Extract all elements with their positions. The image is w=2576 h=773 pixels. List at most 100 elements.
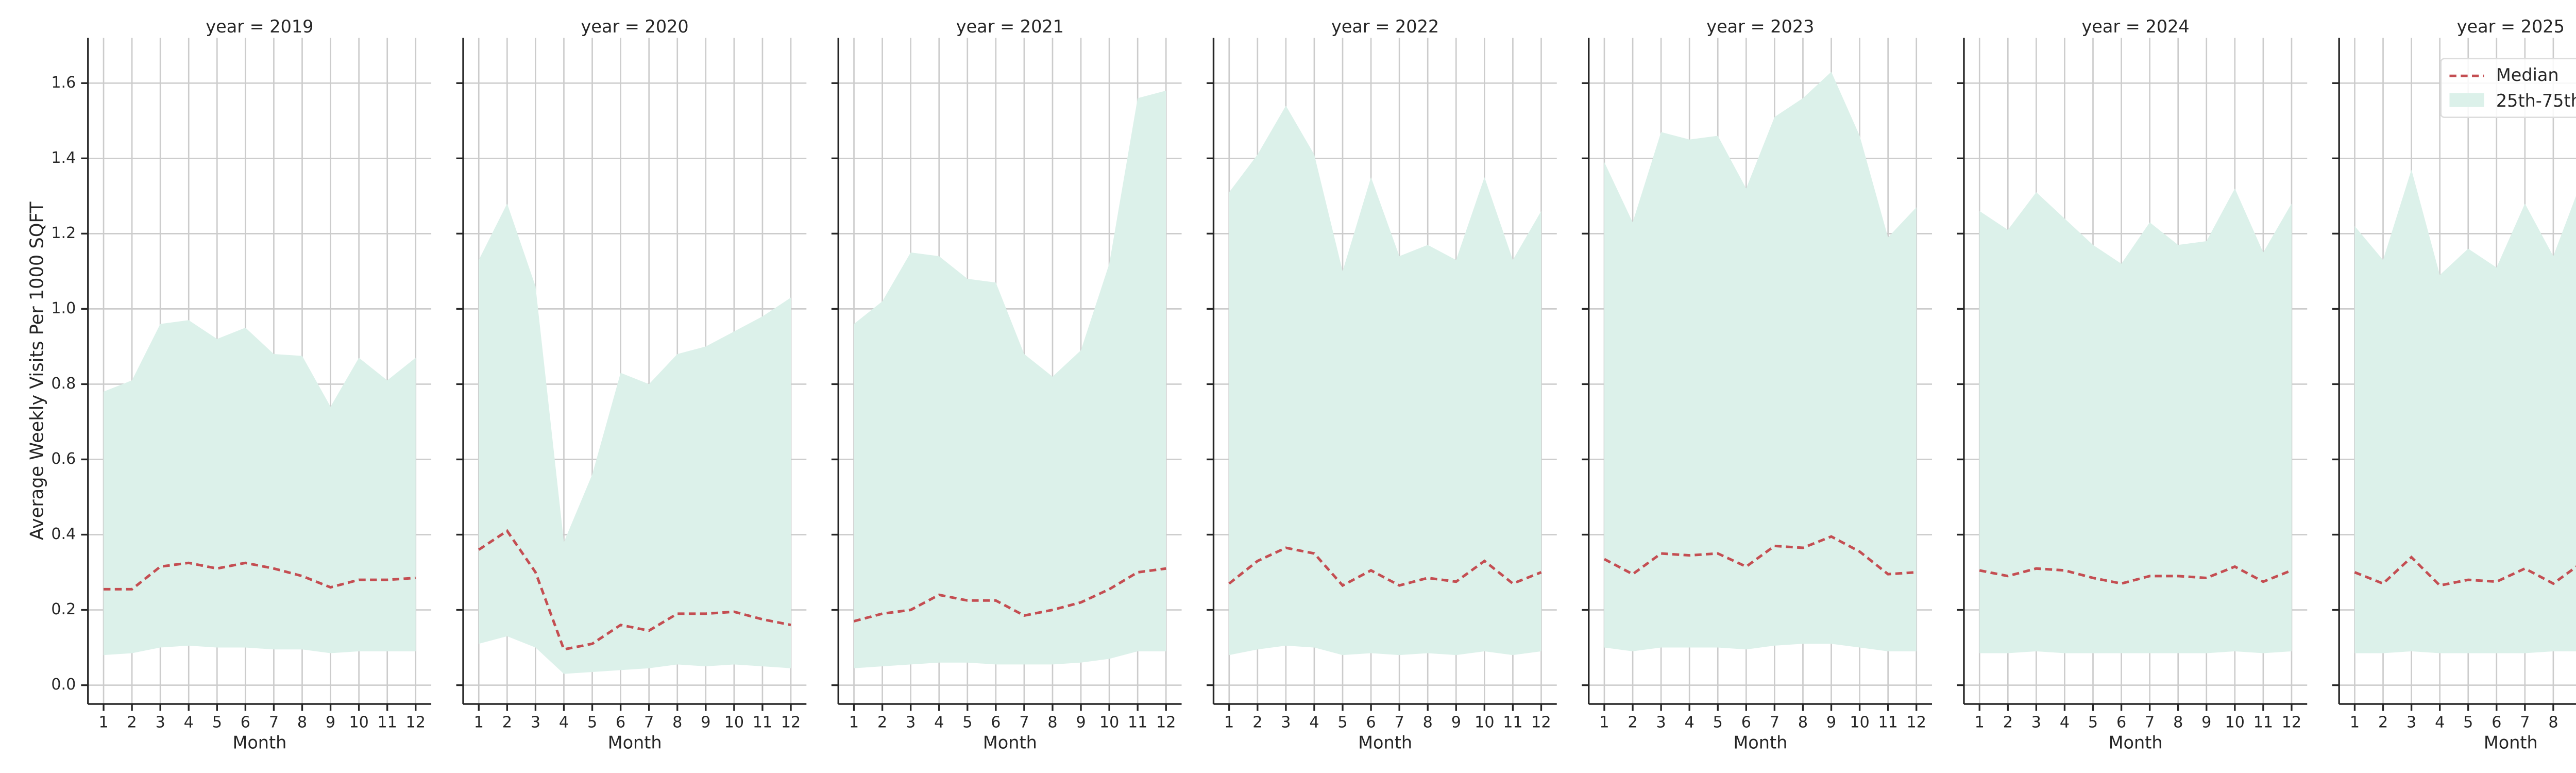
- panel-title: year = 2020: [581, 16, 689, 37]
- percentile-band: [104, 320, 416, 656]
- x-tick-label: 7: [2520, 713, 2530, 731]
- x-tick-label: 4: [559, 713, 569, 731]
- x-axis-label: Month: [1733, 733, 1787, 753]
- x-tick-label: 5: [212, 713, 222, 731]
- x-tick-label: 11: [2253, 713, 2273, 731]
- x-tick-label: 6: [2492, 713, 2501, 731]
- x-tick-label: 4: [2060, 713, 2070, 731]
- x-tick-label: 7: [1395, 713, 1404, 731]
- x-tick-label: 3: [906, 713, 916, 731]
- x-tick-label: 10: [1099, 713, 1119, 731]
- panel-title: year = 2019: [206, 16, 313, 37]
- x-tick-label: 6: [1741, 713, 1751, 731]
- x-tick-label: 10: [724, 713, 744, 731]
- x-tick-label: 12: [1907, 713, 1926, 731]
- x-tick-label: 8: [1798, 713, 1808, 731]
- x-tick-label: 1: [849, 713, 859, 731]
- x-tick-label: 11: [1128, 713, 1147, 731]
- x-tick-label: 5: [1713, 713, 1723, 731]
- median-line: [853, 567, 1166, 623]
- x-tick-label: 7: [644, 713, 654, 731]
- legend-label: Median: [2496, 65, 2559, 85]
- x-tick-label: 6: [991, 713, 1001, 731]
- percentile-band: [479, 203, 791, 674]
- x-tick-label: 1: [98, 713, 108, 731]
- x-tick-label: 2: [502, 713, 512, 731]
- median-line: [1603, 535, 1917, 576]
- x-tick-label: 8: [2173, 713, 2183, 731]
- panel-title: year = 2022: [1331, 16, 1439, 37]
- x-tick-label: 5: [1337, 713, 1347, 731]
- x-tick-label: 9: [1826, 713, 1836, 731]
- x-tick-label: 10: [349, 713, 368, 731]
- percentile-band: [1979, 188, 2292, 653]
- x-tick-label: 1: [1975, 713, 1985, 731]
- x-tick-label: 4: [2435, 713, 2445, 731]
- x-tick-label: 9: [1076, 713, 1086, 731]
- x-tick-label: 3: [2406, 713, 2416, 731]
- x-tick-label: 5: [2088, 713, 2098, 731]
- x-tick-label: 9: [1451, 713, 1461, 731]
- x-tick-label: 3: [1281, 713, 1291, 731]
- x-tick-label: 7: [269, 713, 279, 731]
- x-tick-label: 11: [753, 713, 772, 731]
- x-tick-label: 2: [877, 713, 887, 731]
- y-tick-label: 0.2: [51, 600, 76, 618]
- median-line: [1979, 565, 2292, 585]
- x-tick-label: 4: [1685, 713, 1694, 731]
- x-tick-label: 10: [1850, 713, 1869, 731]
- x-tick-label: 5: [587, 713, 597, 731]
- x-tick-label: 4: [184, 713, 194, 731]
- x-tick-label: 10: [2225, 713, 2245, 731]
- x-tick-label: 7: [1019, 713, 1029, 731]
- y-tick-label: 1.0: [51, 299, 76, 317]
- x-tick-label: 6: [2116, 713, 2126, 731]
- percentile-band: [1229, 106, 1541, 656]
- x-tick-label: 8: [2548, 713, 2558, 731]
- x-tick-label: 10: [1475, 713, 1494, 731]
- x-tick-label: 11: [1503, 713, 1522, 731]
- x-tick-label: 12: [781, 713, 801, 731]
- x-axis-label: Month: [1358, 733, 1412, 753]
- x-tick-label: 2: [2003, 713, 2013, 731]
- x-tick-label: 9: [326, 713, 335, 731]
- x-tick-label: 7: [2145, 713, 2155, 731]
- y-tick-label: 1.4: [51, 149, 76, 167]
- x-tick-label: 3: [2031, 713, 2041, 731]
- x-axis-label: Month: [232, 733, 286, 753]
- x-tick-label: 3: [1656, 713, 1666, 731]
- y-tick-label: 0.8: [51, 375, 76, 393]
- x-axis-label: Month: [2484, 733, 2538, 753]
- x-tick-label: 3: [156, 713, 165, 731]
- panel-title: year = 2021: [956, 16, 1064, 37]
- x-tick-label: 11: [378, 713, 397, 731]
- y-tick-label: 1.2: [51, 224, 76, 242]
- percentile-band: [1604, 72, 1917, 651]
- x-tick-label: 12: [1531, 713, 1551, 731]
- x-tick-label: 2: [127, 713, 137, 731]
- x-tick-label: 3: [531, 713, 540, 731]
- x-tick-label: 12: [1156, 713, 1176, 731]
- panel-title: year = 2023: [1706, 16, 1814, 37]
- x-tick-label: 1: [1224, 713, 1234, 731]
- x-tick-label: 9: [2201, 713, 2211, 731]
- x-axis-label: Month: [983, 733, 1037, 753]
- percentile-band: [2354, 170, 2576, 653]
- y-axis-label: Average Weekly Visits Per 1000 SQFT: [27, 201, 48, 540]
- median-line: [478, 529, 791, 651]
- x-tick-label: 1: [474, 713, 484, 731]
- x-tick-label: 4: [1309, 713, 1319, 731]
- x-tick-label: 12: [406, 713, 426, 731]
- median-line: [1228, 546, 1542, 587]
- x-axis-label: Month: [608, 733, 662, 753]
- legend-swatch: [2449, 93, 2484, 107]
- x-tick-label: 11: [1878, 713, 1897, 731]
- x-tick-label: 2: [1252, 713, 1262, 731]
- x-tick-label: 8: [297, 713, 307, 731]
- x-tick-label: 9: [701, 713, 710, 731]
- percentile-band: [854, 90, 1166, 668]
- x-tick-label: 6: [616, 713, 625, 731]
- median-line: [2354, 555, 2576, 587]
- y-tick-label: 0.4: [51, 525, 76, 543]
